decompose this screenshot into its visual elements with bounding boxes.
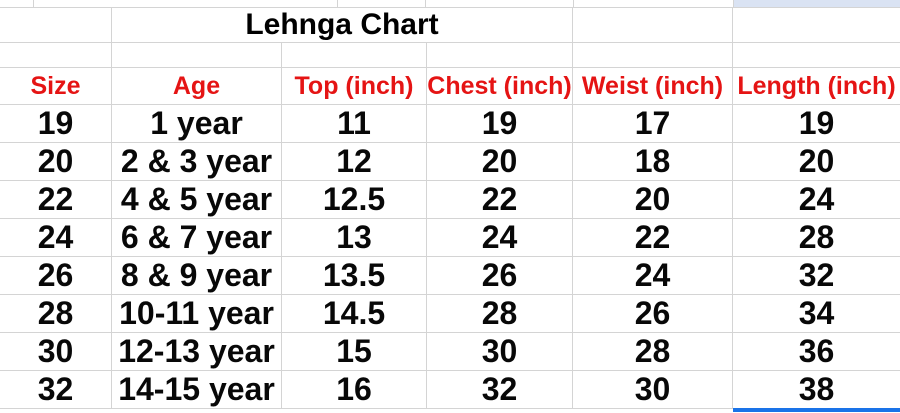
table-cell[interactable]: 1 year xyxy=(112,105,282,143)
table-cell[interactable]: 15 xyxy=(282,333,427,371)
table-cell[interactable]: 22 xyxy=(0,181,112,219)
table-cell[interactable]: 28 xyxy=(0,295,112,333)
table-cell[interactable]: 20 xyxy=(427,143,573,181)
table-cell[interactable]: 34 xyxy=(733,295,900,333)
empty-cell[interactable] xyxy=(282,43,427,68)
table-cell[interactable]: 32 xyxy=(427,371,573,409)
table-cell[interactable]: 28 xyxy=(573,333,733,371)
empty-cell[interactable] xyxy=(733,8,900,43)
table-cell[interactable]: 32 xyxy=(0,371,112,409)
column-selection-tint xyxy=(733,0,900,7)
table-cell[interactable]: 14-15 year xyxy=(112,371,282,409)
table-cell[interactable]: 26 xyxy=(427,257,573,295)
table-cell[interactable]: 32 xyxy=(733,257,900,295)
table-cell[interactable]: 17 xyxy=(573,105,733,143)
empty-cell[interactable] xyxy=(427,43,573,68)
column-header-chest[interactable]: Chest (inch) xyxy=(427,68,573,105)
table-cell[interactable]: 28 xyxy=(427,295,573,333)
table-cell[interactable]: 28 xyxy=(733,219,900,257)
column-header-age[interactable]: Age xyxy=(112,68,282,105)
table-cell[interactable]: 16 xyxy=(282,371,427,409)
empty-cell[interactable] xyxy=(733,43,900,68)
table-cell[interactable]: 26 xyxy=(573,295,733,333)
table-cell[interactable]: 19 xyxy=(0,105,112,143)
table-title[interactable]: Lehnga Chart xyxy=(112,8,573,43)
empty-cell[interactable] xyxy=(112,43,282,68)
table-cell[interactable]: 11 xyxy=(282,105,427,143)
lehnga-chart-table: Lehnga Chart Size Age Top (inch) Chest (… xyxy=(0,8,900,410)
gridline xyxy=(425,0,426,7)
table-cell[interactable]: 18 xyxy=(573,143,733,181)
column-header-weist[interactable]: Weist (inch) xyxy=(573,68,733,105)
table-cell[interactable]: 22 xyxy=(427,181,573,219)
empty-cell[interactable] xyxy=(0,43,112,68)
table-cell[interactable]: 20 xyxy=(733,143,900,181)
table-cell[interactable]: 22 xyxy=(573,219,733,257)
table-cell[interactable]: 19 xyxy=(733,105,900,143)
table-cell[interactable]: 12-13 year xyxy=(112,333,282,371)
table-cell[interactable]: 24 xyxy=(573,257,733,295)
column-header-size[interactable]: Size xyxy=(0,68,112,105)
gridline xyxy=(733,0,734,7)
table-cell[interactable]: 24 xyxy=(427,219,573,257)
selection-border-bottom xyxy=(733,408,900,412)
table-cell[interactable]: 6 & 7 year xyxy=(112,219,282,257)
table-cell[interactable]: 4 & 5 year xyxy=(112,181,282,219)
gridline xyxy=(33,0,34,7)
empty-cell[interactable] xyxy=(573,43,733,68)
table-cell[interactable]: 20 xyxy=(573,181,733,219)
table-cell[interactable]: 13.5 xyxy=(282,257,427,295)
table-cell[interactable]: 8 & 9 year xyxy=(112,257,282,295)
gridline xyxy=(0,7,900,8)
table-cell[interactable]: 26 xyxy=(0,257,112,295)
empty-cell[interactable] xyxy=(573,8,733,43)
table-cell[interactable]: 20 xyxy=(0,143,112,181)
table-cell[interactable]: 2 & 3 year xyxy=(112,143,282,181)
table-cell[interactable]: 12 xyxy=(282,143,427,181)
table-cell[interactable]: 24 xyxy=(733,181,900,219)
gridline xyxy=(337,0,338,7)
column-header-length[interactable]: Length (inch) xyxy=(733,68,900,105)
table-cell[interactable]: 38 xyxy=(733,371,900,409)
table-cell[interactable]: 12.5 xyxy=(282,181,427,219)
table-cell[interactable]: 30 xyxy=(573,371,733,409)
table-cell[interactable]: 19 xyxy=(427,105,573,143)
column-header-top[interactable]: Top (inch) xyxy=(282,68,427,105)
table-cell[interactable]: 30 xyxy=(0,333,112,371)
table-cell[interactable]: 36 xyxy=(733,333,900,371)
table-cell[interactable]: 14.5 xyxy=(282,295,427,333)
gridline xyxy=(573,0,574,7)
empty-cell[interactable] xyxy=(0,8,112,43)
table-cell[interactable]: 10-11 year xyxy=(112,295,282,333)
table-cell[interactable]: 30 xyxy=(427,333,573,371)
partial-row-above xyxy=(0,0,900,7)
table-cell[interactable]: 24 xyxy=(0,219,112,257)
table-cell[interactable]: 13 xyxy=(282,219,427,257)
